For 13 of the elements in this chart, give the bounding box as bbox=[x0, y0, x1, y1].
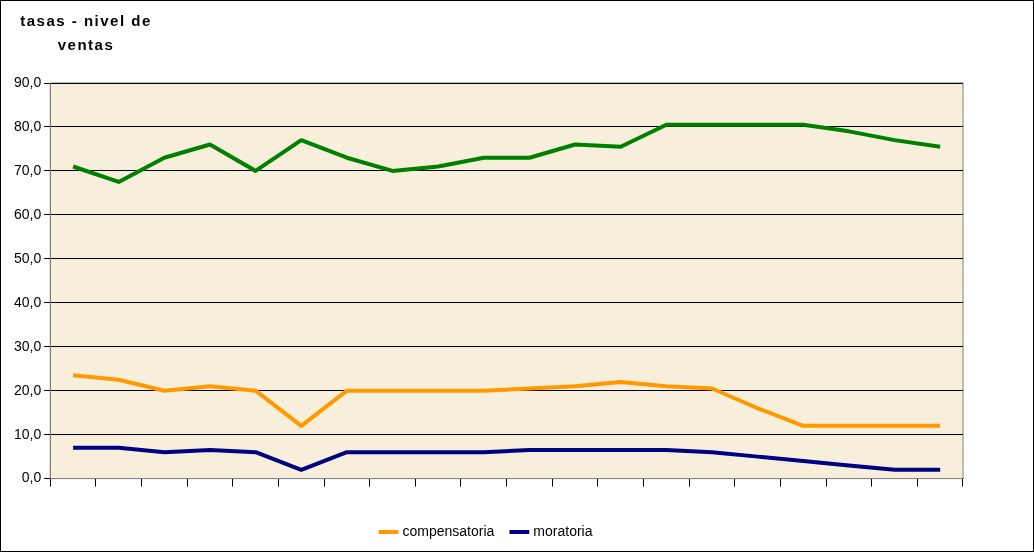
y-tick-label: 10,0 bbox=[14, 425, 42, 442]
y-tick-label: 0,0 bbox=[21, 469, 42, 486]
y-tick-label: 30,0 bbox=[14, 337, 42, 354]
y-tick-label: 90,0 bbox=[14, 73, 42, 90]
legend-label: moratoria bbox=[533, 522, 593, 539]
chart-title: tasas - nivel de ventas bbox=[19, 11, 153, 55]
y-tick-label: 70,0 bbox=[14, 161, 42, 178]
legend-label: compensatoria bbox=[402, 522, 495, 539]
y-tick-label: 20,0 bbox=[14, 381, 42, 398]
y-tick-label: 60,0 bbox=[14, 205, 42, 222]
y-tick-label: 50,0 bbox=[14, 249, 42, 266]
y-tick-label: 40,0 bbox=[14, 293, 42, 310]
y-tick-label: 80,0 bbox=[14, 117, 42, 134]
